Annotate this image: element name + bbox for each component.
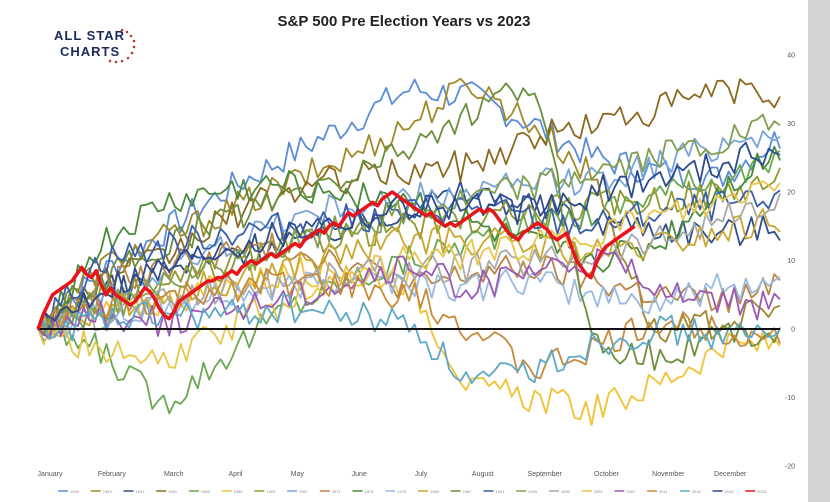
legend-label: 2019 <box>725 489 735 494</box>
chart-title: S&P 500 Pre Election Years vs 2023 <box>277 13 531 30</box>
legend-label: 1947 <box>135 489 145 494</box>
legend-label: 2011 <box>659 489 668 494</box>
legend-label: 1967 <box>299 489 309 494</box>
legend-label: 2007 <box>626 489 636 494</box>
stars-ring-icon <box>108 28 136 64</box>
series-layer <box>37 77 781 427</box>
x-tick-label: July <box>415 471 428 478</box>
legend-label: 1979 <box>397 489 407 494</box>
legend-label: 1955 <box>201 489 211 494</box>
x-tick-label: June <box>352 471 367 478</box>
legend-label: 1963 <box>266 489 276 494</box>
x-tick-label: August <box>472 471 494 478</box>
y-tick-label: 40 <box>787 53 795 60</box>
x-tick-label: February <box>98 471 127 478</box>
legend-label: 1991 <box>495 489 505 494</box>
chart-frame <box>0 0 808 502</box>
series-line-2015 <box>37 294 781 385</box>
y-tick-label: 30 <box>787 121 795 128</box>
legend-label: 2003 <box>594 489 604 494</box>
y-tick-label: -10 <box>785 395 795 402</box>
series-line-2019 <box>37 141 781 330</box>
legend-label: 1943 <box>103 489 113 494</box>
x-tick-label: November <box>652 471 685 478</box>
x-tick-label: April <box>228 471 242 478</box>
legend-label: 1987 <box>463 489 473 494</box>
legend-label: 1971 <box>332 489 342 494</box>
series-line-2011 <box>37 267 781 380</box>
x-tick-label: October <box>594 471 620 478</box>
series-line-1999 <box>37 193 781 340</box>
brand-line-1: ALL STAR <box>54 28 126 43</box>
y-tick-label: 10 <box>787 258 795 265</box>
series-line-1991 <box>37 189 781 330</box>
brand-logo: ALL STAR CHARTS <box>46 24 142 68</box>
x-tick-label: March <box>164 471 184 478</box>
x-tick-label: May <box>291 471 305 478</box>
x-tick-label: January <box>38 471 63 478</box>
series-line-1947 <box>37 180 781 330</box>
series-line-2023 <box>36 190 636 330</box>
legend-label: 2023 <box>757 489 767 494</box>
side-strip <box>808 0 830 502</box>
highlight-layer <box>36 190 636 330</box>
series-line-1979 <box>37 268 781 339</box>
legend-label: 1951 <box>168 489 178 494</box>
y-tick-label: 20 <box>787 190 795 197</box>
y-tick-label: -20 <box>785 464 795 471</box>
series-line-1955 <box>37 150 781 415</box>
legend-label: 1959 <box>234 489 244 494</box>
brand-line-2: CHARTS <box>60 44 121 59</box>
legend-label: 1995 <box>528 489 538 494</box>
series-line-2003 <box>37 180 781 369</box>
legend-label: 2015 <box>692 489 702 494</box>
legend: 1939 1943 1947 1951 1955 1959 1963 1967 1971 1975… <box>58 489 767 494</box>
series-line-1983 <box>37 208 781 339</box>
series-line-2007 <box>37 248 781 339</box>
legend-label: 1975 <box>365 489 375 494</box>
legend-label: 1939 <box>70 489 80 494</box>
x-tick-label: December <box>714 471 747 478</box>
series-line-1951 <box>37 78 781 337</box>
x-axis-ticks: January February March April May June July Augu… <box>38 471 747 478</box>
x-tick-label: September <box>528 471 563 478</box>
y-axis-ticks: 40 30 20 10 0 -10 -20 <box>785 53 795 471</box>
legend-label: 1999 <box>561 489 571 494</box>
y-tick-label: 0 <box>791 327 795 334</box>
legend-label: 1983 <box>430 489 440 494</box>
series-line-1987 <box>37 82 781 372</box>
